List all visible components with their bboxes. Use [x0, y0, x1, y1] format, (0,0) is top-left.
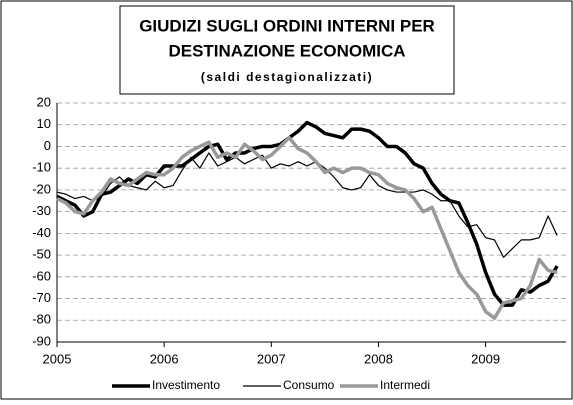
chart-title: DESTINAZIONE ECONOMICA [168, 41, 405, 60]
y-tick-label: -30 [32, 203, 51, 218]
y-tick-label: -10 [32, 160, 51, 175]
series-line [56, 136, 558, 320]
y-tick-label: -90 [32, 333, 51, 348]
y-tick-label: -20 [32, 181, 51, 196]
y-tick-label: -60 [32, 268, 51, 283]
y-tick-label: 10 [37, 116, 51, 131]
x-tick-label: 2005 [43, 351, 72, 366]
y-tick-label: -70 [32, 290, 51, 305]
legend-label: Intermedi [380, 378, 430, 392]
x-tick-label: 2008 [364, 351, 393, 366]
y-tick-label: -50 [32, 247, 51, 262]
y-tick-label: 0 [44, 138, 51, 153]
y-tick-label: -80 [32, 312, 51, 327]
legend-label: Consumo [283, 378, 335, 392]
y-tick-label: -40 [32, 225, 51, 240]
series-line [56, 120, 559, 307]
series-line [56, 152, 558, 258]
subtitle: (saldi destagionalizzati) [201, 70, 373, 84]
x-tick-label: 2006 [150, 351, 179, 366]
legend-label: Investimento [152, 378, 220, 392]
x-tick-label: 2007 [257, 351, 286, 366]
y-tick-label: 20 [37, 94, 51, 109]
chart-title: GIUDIZI SUGLI ORDINI INTERNI PER [139, 16, 435, 35]
x-tick-label: 2009 [471, 351, 500, 366]
title-box [119, 5, 455, 95]
